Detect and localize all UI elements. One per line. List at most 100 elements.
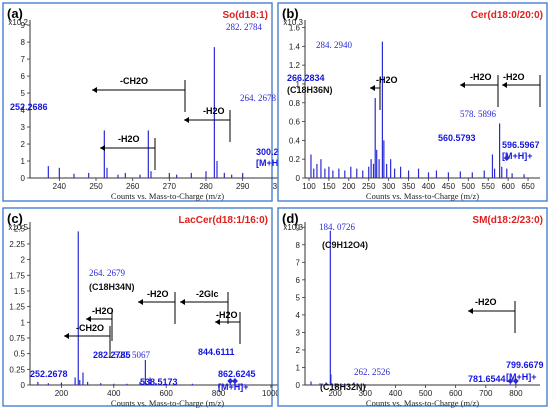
x-tick-label: 200	[55, 389, 69, 398]
peak-label: 284. 2940	[316, 40, 353, 50]
y-tick-label: 5	[296, 293, 301, 302]
y-tick-label: 6	[296, 276, 301, 285]
peak-label: [M+H]+	[502, 151, 533, 161]
peak-label: [M+H]+	[218, 382, 249, 392]
y-tick-label: 2.5	[14, 224, 26, 233]
arrow-head	[460, 82, 465, 88]
peak-label: 252.2678	[30, 369, 68, 379]
arrow-head	[180, 299, 185, 305]
y-tick-label: 0	[21, 174, 26, 183]
arrow-head	[215, 319, 220, 325]
peak-label: 264. 2679	[89, 268, 126, 278]
y-tick-label: 7	[21, 55, 26, 64]
peak-label: (C9H12O4)	[322, 240, 368, 250]
peak-label: 538.5173	[140, 377, 178, 387]
x-tick-label: 400	[389, 389, 403, 398]
peak-label: 264. 2678	[240, 93, 277, 103]
y-tick-label: 0.4	[289, 136, 301, 145]
loss-label: -H2O	[147, 289, 169, 299]
arrow-head	[64, 333, 69, 339]
y-tick-label: 9	[296, 223, 301, 232]
precursor-markers	[227, 378, 238, 384]
loss-annotations: -H2O -H2O -H2O	[370, 72, 541, 110]
y-ticks: 0 0.25 0.5 0.75 1 1.25 1.5 1.75 2 2.25 2.5	[9, 224, 30, 390]
y-tick-label: 7	[296, 258, 301, 267]
chart-title: LacCer(d18:1/16:0)	[179, 215, 268, 226]
peak-label: 282. 2784	[226, 22, 263, 32]
precursor-marker	[503, 155, 510, 161]
exponent-label: x10 3	[283, 18, 303, 27]
y-tick-label: 8	[296, 241, 301, 250]
peak-labels: 282. 2784 264. 2678 252.2686 300.2897[M+H]+	[10, 22, 294, 168]
x-ticks: 200 300 400 500 600 700 800	[328, 385, 523, 398]
loss-annotations: -H2O	[468, 297, 516, 333]
peak-label: (C18H32N)	[320, 382, 366, 392]
y-tick-label: 1.4	[289, 42, 301, 51]
loss-label: -H2O	[376, 75, 398, 85]
peak-labels: 184. 0726 (C9H12O4) 262. 2526 (C18H32N) 781.…	[319, 222, 544, 392]
y-tick-label: 0.2	[289, 155, 301, 164]
loss-label: -CH2O	[76, 323, 104, 333]
peak-label: 282.2785	[93, 350, 131, 360]
panel-label: (c)	[7, 211, 23, 226]
peak-label: 262. 2526	[354, 367, 391, 377]
x-tick-label: 200	[342, 182, 356, 191]
y-tick-label: 9	[21, 21, 26, 30]
x-tick-label: 150	[322, 182, 336, 191]
peak-label: 300.2897	[256, 147, 294, 157]
arrow-head	[370, 85, 375, 91]
peak-label: 596.5967	[502, 140, 540, 150]
arrow-head	[184, 117, 189, 123]
peak-label: 266.2834	[287, 73, 325, 83]
y-tick-label: 0.5	[14, 350, 26, 359]
y-tick-label: 0	[21, 381, 26, 390]
exponent-label: x10 3	[283, 223, 303, 232]
peak-label: 252.2686	[10, 102, 48, 112]
x-tick-label: 260	[126, 182, 140, 191]
y-tick-label: 1.5	[14, 287, 26, 296]
chart-panel-1: 0 1 2 3 4 5 6 7 8 9 240 250 260 270 280 290 3 0 0 (a) So(d18…	[2, 2, 305, 202]
y-tick-label: 2	[21, 140, 26, 149]
y-tick-label: 6	[21, 72, 26, 81]
y-tick-label: 3	[21, 123, 26, 132]
x-axis-label: Counts vs. Mass-to-Charge (m/z)	[366, 191, 479, 201]
precursor-markers	[503, 155, 510, 161]
x-tick-label: 500	[462, 182, 476, 191]
panel-label: (b)	[282, 6, 299, 21]
peak-label: 578. 5896	[460, 109, 497, 119]
x-tick-label: 270	[163, 182, 177, 191]
y-tick-label: 1	[21, 318, 26, 327]
x-tick-label: 700	[479, 389, 493, 398]
y-tick-label: 0.75	[9, 334, 25, 343]
y-tick-label: 1	[21, 157, 26, 166]
y-tick-label: 1.6	[289, 24, 301, 33]
exponent-label: x10 2	[8, 18, 28, 27]
x-tick-label: 250	[89, 182, 103, 191]
chart-title: So(d18:1)	[222, 10, 268, 21]
x-tick-label: 650	[521, 182, 535, 191]
y-tick-label: 0.8	[289, 99, 301, 108]
precursor-marker	[227, 378, 234, 384]
y-tick-label: 8	[21, 38, 26, 47]
y-tick-label: 1.2	[289, 61, 301, 70]
y-ticks: 0 0.2 0.4 0.6 0.8 1 1.2 1.4 1.6	[289, 24, 305, 183]
peak-label: [M+H]+	[506, 372, 537, 382]
y-tick-label: 1.25	[9, 303, 25, 312]
precursor-marker	[507, 378, 514, 384]
x-tick-label: 800	[212, 389, 226, 398]
y-tick-label: 5	[21, 89, 26, 98]
loss-label: -H2O	[203, 106, 225, 116]
peak-label: 862.6245	[218, 369, 256, 379]
x-tick-label: 800	[509, 389, 523, 398]
peak-label: [M+H]+	[256, 158, 287, 168]
chart-title: SM(d18:2/23:0)	[472, 215, 543, 226]
peak-label: (C18H36N)	[287, 85, 333, 95]
loss-label: -H2O	[475, 297, 497, 307]
precursor-marker	[512, 378, 519, 384]
x-ticks: 200 400 600 800 1000	[55, 385, 280, 398]
x-axis-label: Counts vs. Mass-to-Charge (m/z)	[111, 398, 224, 408]
y-tick-label: 2	[21, 256, 26, 265]
loss-label: -H2O	[92, 306, 114, 316]
y-tick-label: 2	[296, 346, 301, 355]
